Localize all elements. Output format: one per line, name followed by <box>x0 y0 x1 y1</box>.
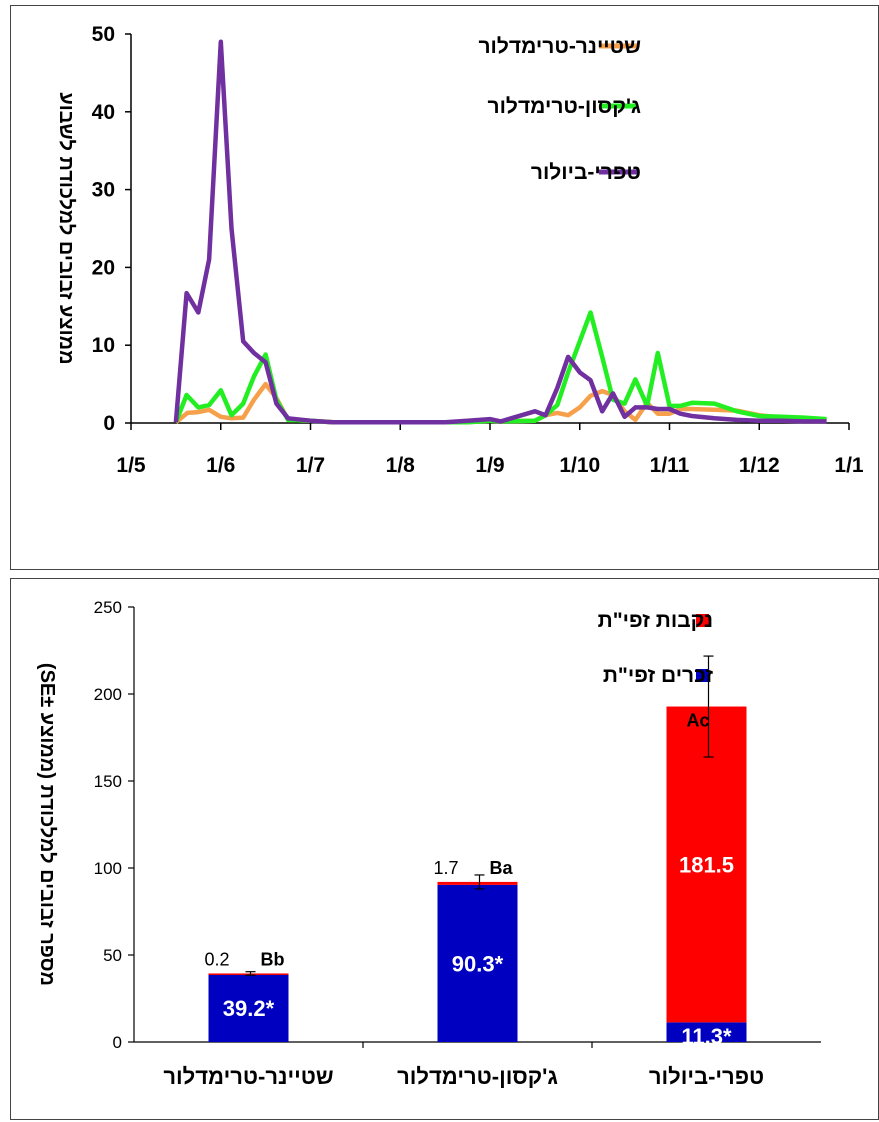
x-tick-label: 1/12 <box>739 454 780 477</box>
data-label-males: 11.3* <box>681 1024 732 1049</box>
y-tick-label: 50 <box>92 23 115 46</box>
bar-chart: 0 50 100 150 200 250 מספר זבובים למלכודת (ממוצ… <box>36 598 821 1089</box>
bar-segment-females <box>437 881 518 885</box>
y-tick-label: 20 <box>92 256 115 279</box>
y-tick-label: 200 <box>94 685 122 704</box>
legend-swatch <box>696 614 709 627</box>
bar-segment-males <box>666 1022 747 1042</box>
y-tick-label: 100 <box>94 859 122 878</box>
x-tick-label: 1/7 <box>296 454 325 477</box>
y-tick-label: 0 <box>103 412 115 435</box>
y-axis-title: ממוצע זבובים למלכודת לשבוע <box>55 92 77 364</box>
data-label-females: 181.5 <box>679 852 734 877</box>
x-tick-label: 1/5 <box>116 454 146 477</box>
x-tick-label: 1/6 <box>206 454 235 477</box>
significance-letters: Ac <box>687 711 710 731</box>
significance-letters: Ba <box>490 858 514 878</box>
x-tick-label: 1/9 <box>475 454 504 477</box>
legend-label: שטיינר-טרימדלור <box>478 35 641 58</box>
y-tick-label: 10 <box>92 334 115 357</box>
line-chart-panel: 0 10 20 30 40 50 1/5 1/6 1/7 1/8 1/9 1/10 1/11 1/12 1/… <box>10 5 879 570</box>
y-tick-label: 50 <box>103 946 122 965</box>
line-chart: 0 10 20 30 40 50 1/5 1/6 1/7 1/8 1/9 1/10 1/11 1/12 1/… <box>55 23 864 477</box>
bar-segment-females <box>208 973 289 975</box>
legend-label: טפרי-ביולור <box>531 161 641 184</box>
y-tick-label: 250 <box>94 598 122 617</box>
category-label: טפרי-ביולור <box>649 1064 764 1089</box>
category-label: שטיינר-טרימדלור <box>163 1064 333 1089</box>
bar-segment-males <box>208 973 289 1042</box>
category-label: ג'קסון-טרימדלור <box>397 1064 558 1089</box>
bar-chart-panel: 0 50 100 150 200 250 מספר זבובים למלכודת (ממוצ… <box>10 578 879 1120</box>
x-tick-label: 1/8 <box>386 454 416 477</box>
series-line-1 <box>173 310 827 425</box>
x-tick-label: 1/1 <box>834 454 864 477</box>
series-line-2 <box>173 39 827 425</box>
significance-letters: Bb <box>261 949 285 969</box>
x-tick-label: 1/10 <box>559 454 600 477</box>
data-label-females: 1.7 <box>434 858 459 878</box>
data-label-males: 39.2* <box>223 996 275 1021</box>
bar-segment-females <box>666 706 747 1023</box>
x-tick-label: 1/11 <box>650 454 690 477</box>
y-tick-label: 40 <box>92 101 115 124</box>
bar-segment-males <box>437 884 518 1042</box>
y-tick-label: 150 <box>94 772 122 791</box>
y-tick-label: 30 <box>92 179 115 202</box>
y-tick-label: 0 <box>113 1033 122 1052</box>
y-axis-title: מספר זבובים למלכודת (ממוצע ±SE) <box>36 663 58 986</box>
legend-label: נקבות זפי"ת <box>598 609 713 632</box>
legend-label: ג'קסון-טרימדלור <box>488 95 642 118</box>
data-label-males: 90.3* <box>452 951 504 976</box>
data-label-females: 0.2 <box>205 949 230 969</box>
legend-swatch <box>696 669 709 682</box>
legend-label: זכרים זפי"ת <box>603 664 713 687</box>
